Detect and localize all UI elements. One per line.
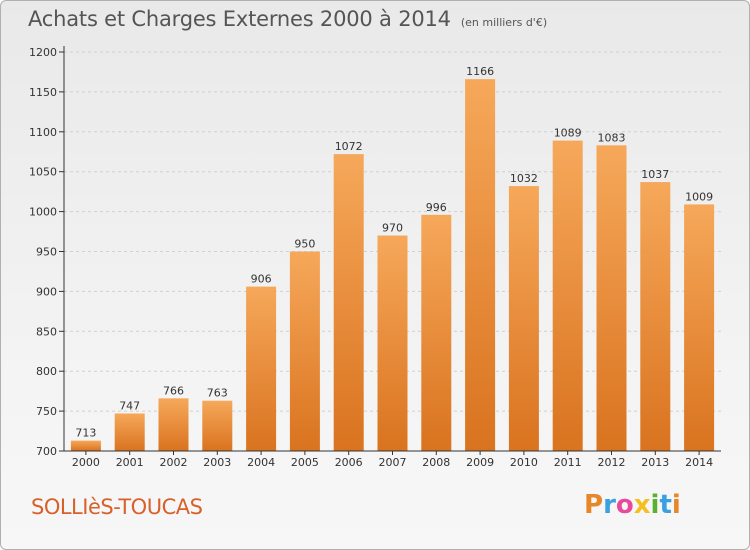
x-tick-label: 2003 [203, 456, 231, 469]
commune-name: SOLLIèS-TOUCAS [31, 495, 203, 519]
brand-logo: Proxiti [584, 490, 681, 520]
y-tick-label: 800 [36, 365, 57, 378]
data-label: 1009 [685, 190, 713, 203]
bar [552, 140, 583, 451]
brand-letter: i [671, 490, 681, 520]
brand-letter: t [659, 490, 672, 520]
bar [158, 398, 189, 451]
bar [70, 440, 101, 451]
data-label: 747 [119, 399, 140, 412]
data-label: 1083 [598, 131, 626, 144]
data-label: 1032 [510, 172, 538, 185]
x-tick-label: 2000 [72, 456, 100, 469]
y-tick-label: 900 [36, 285, 57, 298]
x-tick-label: 2006 [335, 456, 363, 469]
data-label: 763 [207, 387, 228, 400]
y-tick-label: 750 [36, 405, 57, 418]
bar [684, 204, 715, 451]
x-tick-label: 2005 [291, 456, 319, 469]
x-tick-label: 2011 [554, 456, 582, 469]
bars [70, 79, 715, 452]
data-label: 906 [251, 273, 272, 286]
data-label: 1089 [554, 127, 582, 140]
y-tick-label: 1050 [29, 166, 57, 179]
data-label: 766 [163, 384, 184, 397]
data-label: 1166 [466, 65, 494, 78]
x-tick-label: 2012 [598, 456, 626, 469]
bar [640, 182, 671, 451]
bar [421, 214, 452, 451]
bar [377, 235, 408, 451]
bar [114, 413, 145, 451]
data-label: 713 [75, 427, 96, 440]
data-label: 996 [426, 201, 447, 214]
y-tick-label: 700 [36, 445, 57, 458]
brand-letter: i [650, 490, 660, 520]
x-tick-label: 2009 [466, 456, 494, 469]
bar [465, 79, 496, 451]
labels: 700 750 800 850 900 950 1000 1050 1100 1150 1200 71… [29, 46, 713, 469]
brand-letter: x [633, 490, 651, 520]
x-tick-label: 2008 [422, 456, 450, 469]
chart-subtitle: (en milliers d'€) [460, 16, 548, 29]
chart-title-text: Achats et Charges Externes 2000 à 2014 [28, 7, 451, 31]
x-tick-label: 2007 [379, 456, 407, 469]
axes [59, 46, 721, 455]
x-tick-label: 2010 [510, 456, 538, 469]
x-tick-label: 2002 [160, 456, 188, 469]
data-label: 1037 [641, 168, 669, 181]
bar [508, 186, 539, 451]
y-tick-label: 1200 [29, 46, 57, 59]
chart-title: Achats et Charges Externes 2000 à 2014 (e… [28, 7, 547, 31]
x-tick-label: 2013 [641, 456, 669, 469]
bar [289, 251, 320, 451]
y-tick-label: 1150 [29, 86, 57, 99]
brand-letter: o [615, 490, 634, 520]
brand-letter: r [603, 490, 616, 520]
x-tick-label: 2014 [685, 456, 713, 469]
x-tick-label: 2001 [116, 456, 144, 469]
data-label: 1072 [335, 140, 363, 153]
brand-letter: P [584, 490, 604, 520]
bar [246, 286, 277, 451]
y-tick-label: 950 [36, 246, 57, 259]
bar [596, 145, 627, 451]
y-tick-label: 850 [36, 325, 57, 338]
y-tick-label: 1100 [29, 126, 57, 139]
x-tick-label: 2004 [247, 456, 275, 469]
y-tick-label: 1000 [29, 206, 57, 219]
bar [333, 154, 364, 452]
data-label: 950 [294, 238, 315, 251]
bar [202, 400, 233, 451]
data-label: 970 [382, 222, 403, 235]
